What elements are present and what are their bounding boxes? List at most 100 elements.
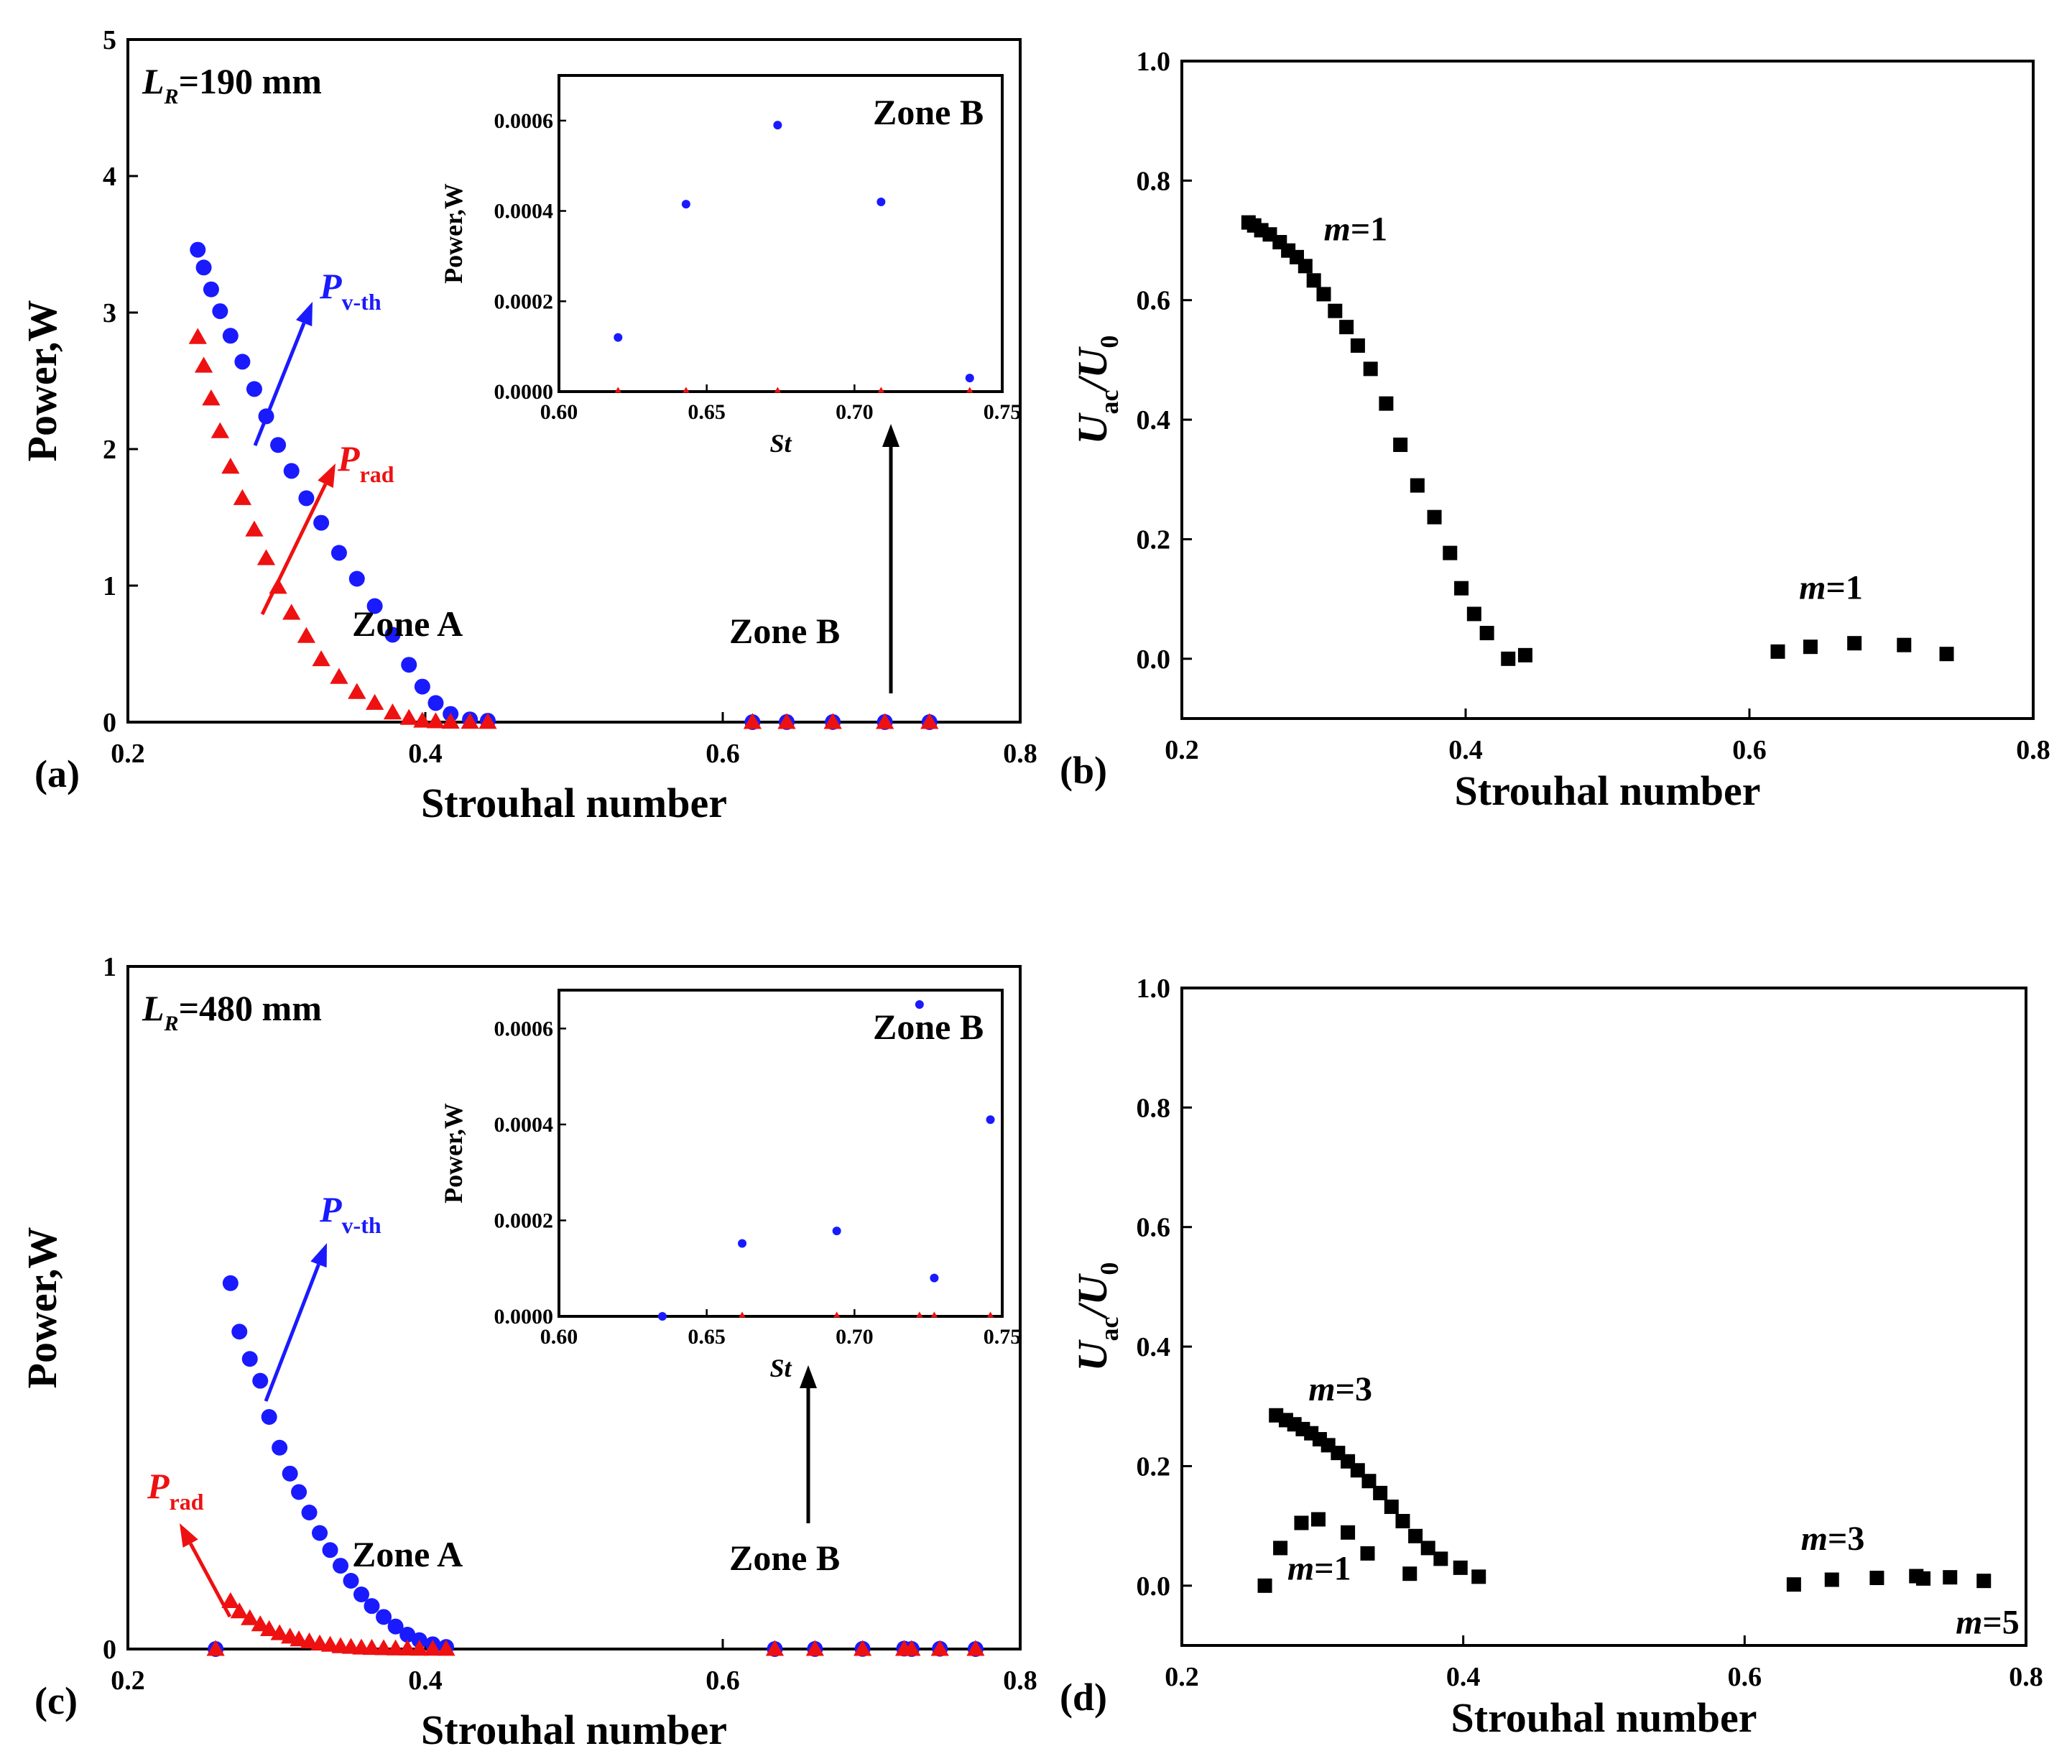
P_rad-point [202,389,221,406]
squares-point [1803,639,1818,655]
mode-label-eq: =1 [1351,211,1387,249]
prad-arrow-head [318,463,336,489]
inset-y-tick-label: 0.0004 [494,1113,554,1137]
panel-a-y-tick-label: 3 [103,298,116,328]
pvth-label: Pv-th [319,266,381,315]
m3_zoneA-point [1361,1474,1377,1489]
inset-blue-point [738,1239,747,1248]
P_rad-point [221,458,240,474]
P_v-th-point [261,1409,277,1425]
prad-arrow [180,1523,232,1618]
pvth-label-sub: v-th [342,289,381,315]
P_v-th-point [353,1587,369,1602]
inset-red-point [739,1311,746,1318]
squares-point [1393,438,1408,453]
series-P_v-th [190,241,938,730]
m3_zoneA-point [1384,1500,1399,1515]
P_v-th-point [252,1372,269,1389]
P_rad-point [245,520,264,537]
inset-x-title: St [769,429,792,458]
P_v-th-point [195,259,212,276]
panel-c: 0.2 0.4 0.6 0.8 0 1 Strouhal number Power,W (c) L… [19,952,1037,1753]
P_v-th-point [298,490,315,507]
m3_zoneA-point [1471,1569,1486,1584]
inset-red-point [966,387,973,393]
P_rad-point [823,713,842,729]
P_rad-point [875,713,894,729]
P_rad-point [270,1624,289,1640]
pvth-arrow-head [310,1243,327,1268]
inset-red-point [833,1311,841,1318]
lr-value: =480 mm [179,988,322,1028]
squares-point [1466,606,1481,622]
lr-symbol: L [142,988,165,1028]
panel-a-label: (a) [34,752,80,795]
prad-arrow-head [180,1523,198,1548]
ylabel-0: 0 [1095,1262,1124,1275]
inset-c: 0.60 0.65 0.70 0.75 0.0000 0.0002 0.0004 0.0006… [439,989,1022,1382]
P_v-th-point [312,1525,328,1541]
zoneB-point [1869,1571,1884,1586]
squares-point [1427,509,1442,525]
P_rad-point [743,713,762,729]
pvth-label: Pv-th [319,1189,381,1238]
inset-zone-b-title: Zone B [873,1007,984,1047]
mode-label-m: m [1799,569,1826,607]
P_v-th-point [364,1598,380,1615]
P_rad-point [221,1592,240,1608]
panel-d-x-tick-label: 0.4 [1446,1662,1481,1692]
squares-point [1517,647,1532,662]
P_rad-point [398,1639,417,1656]
P_rad-point [374,1639,393,1656]
panel-b-x-axis-title: Strouhal number [1455,767,1761,814]
pvth-arrow-shaft [253,322,306,446]
m1_zoneA-point [1341,1525,1356,1540]
inset-x-tick-label: 0.75 [984,400,1022,424]
P_v-th-point [282,1465,298,1482]
inset-x-tick-label: 0.75 [984,1325,1022,1349]
prad-label-main: P [337,438,360,479]
inset-y-tick-label: 0.0002 [494,1209,554,1232]
ylabel-div: /U [1069,1273,1116,1319]
inset-x-tick-label: 0.65 [688,400,726,424]
P_rad-point [348,683,366,699]
P_v-th-point [399,1627,416,1643]
squares-point [1306,273,1321,288]
P_rad-point [194,356,213,373]
m1_zoneA-point [1360,1546,1375,1561]
P_rad-point [206,1640,225,1656]
inset-x-tick-label: 0.70 [836,1325,874,1349]
series-P_rad [206,1592,985,1656]
inset-blue-point [965,374,974,383]
prad-label-main: P [147,1466,170,1506]
panel-c-y-tick-label: 0 [103,1635,116,1665]
P_rad-point [290,1630,308,1647]
P_v-th-point [291,1484,307,1500]
panel-b-frame [1180,60,2035,720]
P_rad-point [902,1640,921,1656]
panel-d: 0.2 0.4 0.6 0.8 0.0 0.2 0.4 0.6 0.8 1.0 Strouhal n… [1060,974,2043,1741]
P_rad-point [300,1632,319,1649]
inset-blue-point [681,200,690,209]
panel-c-x-tick-label: 0.8 [1003,1666,1037,1696]
mode-label-eq: =1 [1826,569,1862,607]
panel-a-y-axis-title: Power,W [19,300,65,462]
series-m1_zoneA [1257,1512,1417,1593]
inset-y-tick-label: 0.0000 [494,1305,554,1329]
panel-c-y-axis-title: Power,W [19,1227,65,1389]
P_v-th-point [222,1275,239,1291]
inset-y-tick-label: 0.0006 [494,1017,554,1040]
panel-d-y-tick-label: 0.2 [1137,1451,1171,1482]
panel-b-y-tick-label: 0.2 [1137,525,1171,555]
ylabel-0: 0 [1095,336,1124,348]
P_v-th-point [366,598,383,614]
zoneB-point [1916,1571,1931,1586]
panel-b-y-tick-label: 0.8 [1137,166,1171,196]
panel-d-frame [1180,987,2027,1647]
prad-label-sub: rad [360,461,394,487]
ylabel-div: /U [1069,346,1116,392]
m3_zoneA-point [1453,1560,1468,1575]
mode-label: m=3 [1308,1370,1372,1408]
panel-a-y-tick-label: 2 [103,435,116,465]
m1_zoneA-point [1273,1541,1288,1556]
